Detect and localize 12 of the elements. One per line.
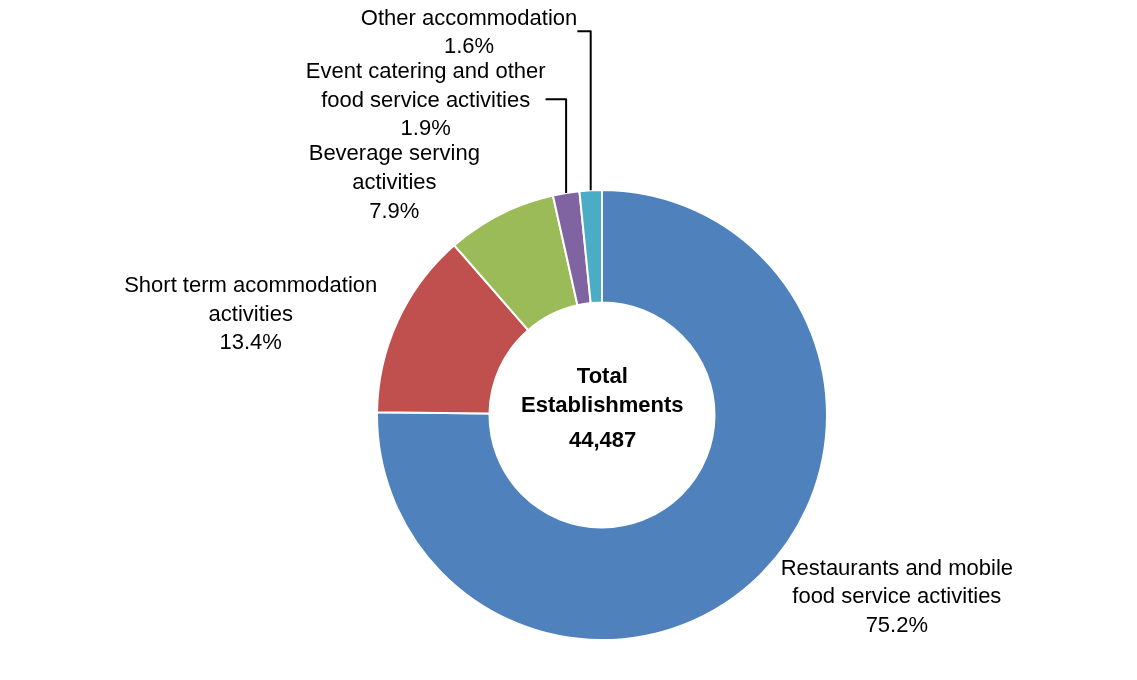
slice-label: Restaurants and mobile food service activities [780, 554, 1014, 609]
data-label: 1.6% [444, 33, 495, 59]
slice-label: Event catering and other food service activities [305, 58, 546, 112]
slice-label: Short term acommodation activities [124, 272, 378, 326]
data-label: 13.4% [219, 329, 282, 355]
slice-label: Beverage serving activities [308, 140, 480, 194]
data-label: 7.9% [369, 197, 420, 223]
text: 44,487 [569, 427, 637, 452]
data-label: 1.9% [400, 115, 451, 141]
text: Total Establishments [521, 363, 684, 417]
slice-label: Other accommodation [360, 4, 578, 30]
data-label: 75.2% [865, 612, 929, 637]
